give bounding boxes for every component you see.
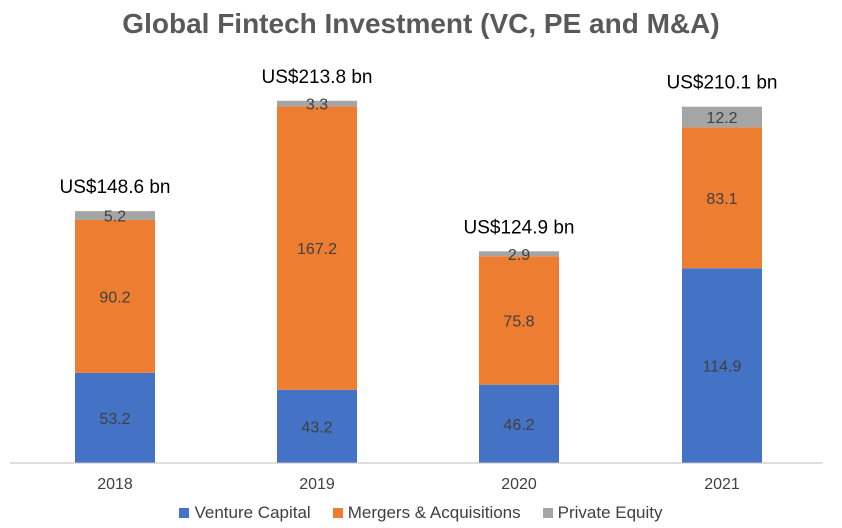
legend-item-private-equity: Private Equity [542, 503, 663, 523]
bar-mergers-acquisitions-2020 [479, 256, 559, 385]
bar-private-equity-2019 [277, 100, 357, 107]
x-tick-label-2020: 2020 [501, 476, 537, 493]
x-tick-label-2018: 2018 [97, 476, 133, 493]
legend-label-mergers-acquisitions: Mergers & Acquisitions [347, 503, 521, 522]
total-label-2019: US$213.8 bn [262, 67, 373, 88]
bar-venture-capital-2019 [277, 389, 357, 463]
bar-private-equity-2018 [75, 211, 155, 220]
legend-item-mergers-acquisitions: Mergers & Acquisitions [332, 503, 521, 523]
bar-venture-capital-2020 [479, 384, 559, 463]
x-tick-label-2019: 2019 [299, 476, 335, 493]
legend: Venture Capital Mergers & Acquisitions Pri… [0, 503, 842, 523]
bar-venture-capital-2021 [682, 268, 762, 463]
total-label-2021: US$210.1 bn [667, 73, 778, 94]
bar-mergers-acquisitions-2019 [277, 106, 357, 390]
data-label-mergers-acquisitions-2021: 83.1 [706, 191, 737, 208]
bar-private-equity-2020 [479, 251, 559, 257]
legend-label-venture-capital: Venture Capital [194, 503, 311, 522]
total-label-2020: US$124.9 bn [464, 217, 575, 238]
legend-swatch-mergers-acquisitions [332, 508, 343, 518]
data-label-venture-capital-2019: 43.2 [301, 419, 332, 436]
chart-title: Global Fintech Investment (VC, PE and M&… [122, 8, 720, 39]
legend-swatch-venture-capital [179, 508, 190, 518]
data-label-private-equity-2020: 2.9 [508, 247, 530, 264]
x-tick-label-2021: 2021 [704, 476, 740, 493]
bar-private-equity-2021 [682, 106, 762, 128]
legend-label-private-equity: Private Equity [557, 503, 663, 522]
bar-mergers-acquisitions-2018 [75, 219, 155, 373]
data-label-private-equity-2021: 12.2 [706, 110, 737, 127]
bar-venture-capital-2018 [75, 372, 155, 463]
data-label-mergers-acquisitions-2020: 75.8 [503, 313, 534, 330]
data-label-mergers-acquisitions-2019: 167.2 [297, 241, 337, 258]
data-label-venture-capital-2020: 46.2 [503, 417, 534, 434]
bar-mergers-acquisitions-2021 [682, 127, 762, 269]
data-label-private-equity-2019: 3.3 [306, 97, 328, 114]
legend-swatch-private-equity [542, 508, 553, 518]
legend-item-venture-capital: Venture Capital [179, 503, 311, 523]
data-label-mergers-acquisitions-2018: 90.2 [99, 289, 130, 306]
total-label-2018: US$148.6 bn [60, 177, 171, 198]
data-label-venture-capital-2021: 114.9 [703, 359, 742, 376]
data-label-private-equity-2018: 5.2 [104, 209, 126, 226]
data-label-venture-capital-2018: 53.2 [99, 411, 130, 428]
